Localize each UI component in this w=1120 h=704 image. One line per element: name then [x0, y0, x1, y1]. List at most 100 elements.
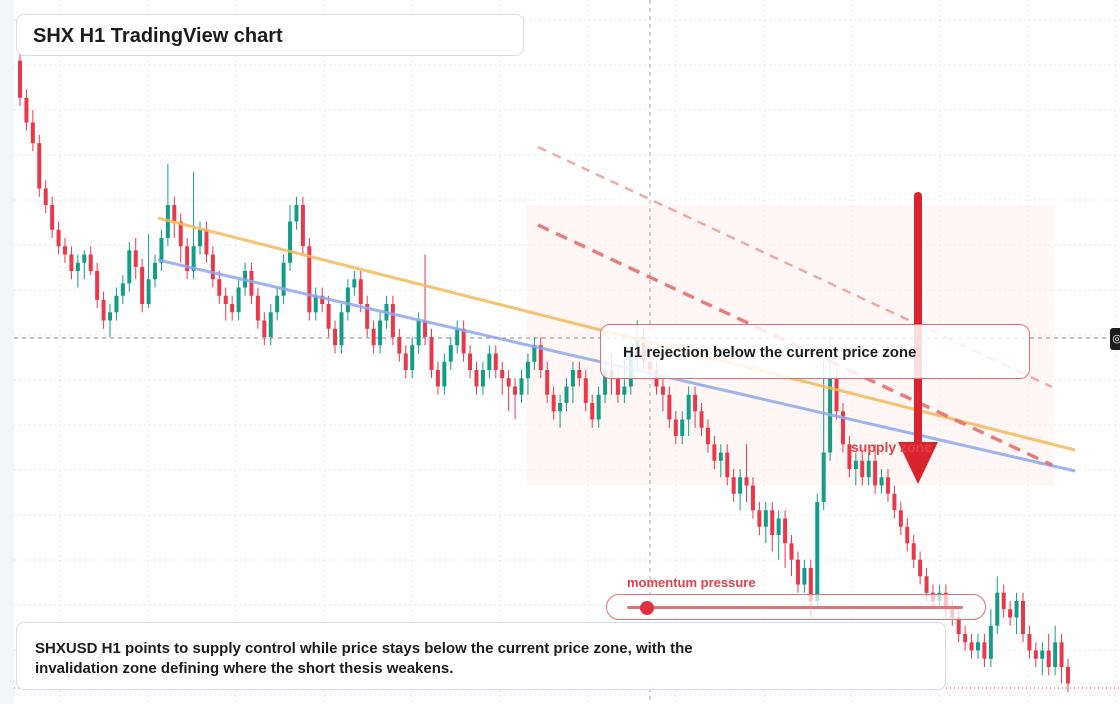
candle-body	[1033, 650, 1038, 659]
candle	[551, 386, 556, 420]
candle	[789, 535, 794, 577]
candle-body	[699, 411, 704, 428]
momentum-bar	[627, 606, 963, 609]
candle-body	[1040, 650, 1045, 659]
candle	[1053, 625, 1058, 676]
candle-body	[95, 271, 100, 300]
rejection-callout-text: H1 rejection below the current price zon…	[623, 344, 917, 361]
candle-body	[365, 304, 370, 329]
candle	[146, 233, 151, 309]
candle-body	[551, 394, 556, 412]
candle	[885, 469, 890, 502]
candle	[731, 469, 736, 502]
candle-body	[538, 345, 543, 370]
candle	[860, 452, 865, 486]
candle	[101, 291, 106, 329]
candle-body	[718, 452, 723, 461]
candle	[88, 246, 93, 276]
candle-body	[995, 592, 1000, 626]
candle-body	[615, 378, 620, 395]
candle	[429, 328, 434, 379]
candle-body	[339, 312, 344, 346]
candle	[378, 312, 383, 354]
candle-body	[108, 312, 113, 321]
candle-body	[275, 295, 280, 313]
candle	[545, 361, 550, 403]
candle-body	[519, 378, 524, 395]
candle-body	[776, 518, 781, 535]
candle	[776, 510, 781, 560]
candle-body	[969, 642, 974, 651]
candle	[750, 477, 755, 519]
candle-body	[294, 205, 299, 222]
candle-body	[468, 353, 473, 370]
candle-body	[564, 386, 569, 403]
candle-body	[860, 460, 865, 478]
candle	[1046, 634, 1051, 676]
candle-body	[898, 510, 903, 527]
candle	[448, 337, 453, 370]
candle-body	[37, 143, 42, 189]
candle-body	[358, 279, 363, 304]
candle-body	[390, 304, 395, 337]
candle	[352, 271, 357, 296]
candle	[873, 444, 878, 494]
candle-body	[1027, 634, 1032, 651]
candle-body	[988, 625, 993, 659]
candle	[365, 295, 370, 337]
candle	[43, 180, 48, 214]
candle	[371, 320, 376, 354]
candle-body	[18, 60, 22, 98]
candle	[705, 419, 710, 453]
chart-title: SHX H1 TradingView chart	[16, 14, 524, 56]
candle-body	[1008, 609, 1013, 618]
candle	[1059, 634, 1064, 684]
candle	[313, 287, 318, 321]
candle-body	[326, 304, 331, 329]
candle-body	[204, 229, 209, 255]
candle	[127, 242, 132, 292]
candle	[255, 287, 260, 329]
candle	[333, 320, 338, 354]
candle-body	[570, 370, 575, 387]
candle	[840, 403, 845, 453]
candle-body	[750, 485, 755, 511]
candle	[558, 394, 563, 428]
rejection-callout: H1 rejection below the current price zon…	[600, 324, 1030, 379]
candle-body	[268, 312, 273, 337]
candle	[538, 337, 543, 379]
candle	[892, 485, 897, 519]
candle-body	[487, 353, 492, 370]
candle-body	[455, 328, 460, 346]
candle	[230, 295, 235, 321]
candle-body	[423, 320, 428, 337]
candle	[1027, 625, 1032, 659]
candle	[185, 238, 190, 280]
candle-body	[558, 403, 563, 412]
candle	[770, 502, 775, 552]
candle-body	[442, 361, 447, 387]
candle	[757, 502, 762, 535]
candle	[281, 254, 286, 304]
momentum-gauge[interactable]	[606, 594, 986, 620]
candle	[1014, 592, 1019, 634]
candle	[461, 320, 466, 362]
candle-body	[873, 460, 878, 486]
candle	[210, 246, 215, 288]
candle-body	[230, 304, 235, 313]
candle	[596, 386, 601, 428]
candle	[847, 436, 852, 478]
candle-body	[313, 295, 318, 313]
candle	[686, 386, 691, 436]
candle-body	[255, 295, 260, 321]
momentum-knob[interactable]	[640, 601, 655, 615]
target-icon[interactable]: ◎	[1110, 328, 1120, 350]
candle-body	[448, 345, 453, 362]
candle	[1001, 584, 1006, 618]
candle-body	[480, 370, 485, 387]
candle-body	[1021, 601, 1025, 634]
candle-body	[956, 617, 961, 634]
candle-body	[435, 370, 440, 387]
candle	[56, 221, 61, 255]
candle-body	[975, 642, 980, 651]
